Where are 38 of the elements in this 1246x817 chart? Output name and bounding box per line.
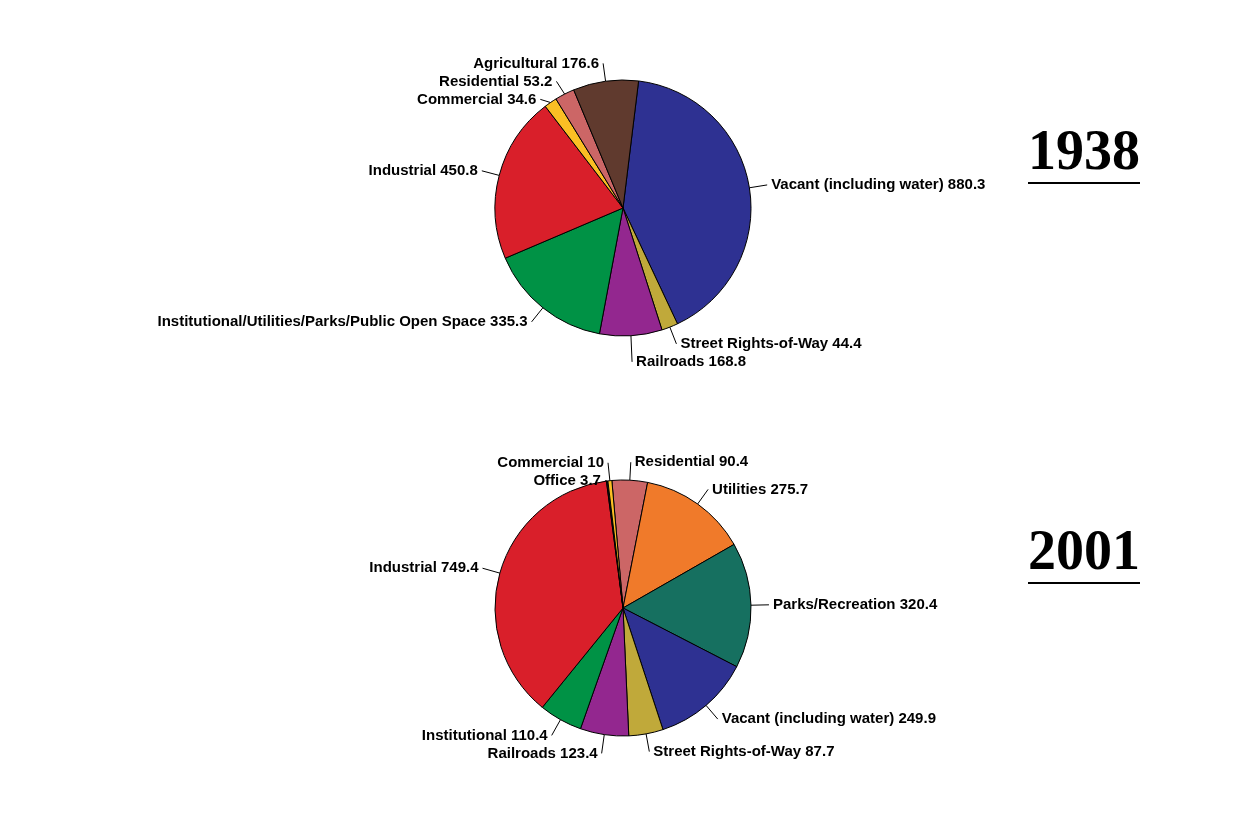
slice-label: Commercial (417, 89, 503, 107)
data-label: 53.2 (523, 71, 553, 89)
slice-label: Vacant (including water) (771, 175, 944, 193)
slice-label: Vacant (including water) (721, 709, 895, 727)
data-label: 10 (587, 452, 605, 470)
data-label: 110.4 (510, 725, 549, 743)
slice-label: Industrial (369, 558, 437, 576)
slice-label: Agricultural (473, 53, 558, 71)
text: 1938 (1028, 118, 1140, 184)
data-label: 34.6 (507, 89, 537, 107)
slice-label: Institutional (421, 725, 507, 743)
slice-label: Railroads (636, 352, 705, 370)
slice-label: Office (533, 470, 576, 488)
data-label: 90.4 (718, 452, 749, 470)
data-label: 3.7 (580, 470, 601, 488)
slice-label: Utilities (712, 479, 767, 497)
slice-label: Street Rights-of-Way (653, 741, 802, 759)
slice-label: Railroads (487, 743, 556, 761)
data-label: 176.6 (561, 53, 600, 71)
slice-label: Residential (634, 452, 715, 470)
text: 2001 (1028, 518, 1140, 584)
data-label: 320.4 (899, 594, 938, 612)
data-label: 249.9 (898, 709, 936, 727)
slice-label: Street Rights-of-Way (680, 334, 829, 352)
slice-label: Parks/Recreation (772, 594, 896, 612)
data-label: 168.8 (708, 352, 747, 370)
data-label: 44.4 (832, 334, 863, 352)
data-label: 87.7 (805, 741, 835, 759)
slice-label: Commercial (497, 452, 584, 470)
slice-label: Residential (439, 71, 520, 89)
slice-label: Institutional/Utilities/Parks/Public Open Space (157, 311, 486, 329)
data-label: 880.3 (947, 175, 986, 193)
slice-label: Industrial (368, 160, 437, 178)
data-label: 335.3 (490, 311, 528, 329)
data-label: 749.4 (440, 558, 480, 576)
data-label: 275.7 (770, 479, 808, 497)
data-label: 123.4 (560, 743, 599, 761)
data-label: 450.8 (440, 160, 478, 178)
